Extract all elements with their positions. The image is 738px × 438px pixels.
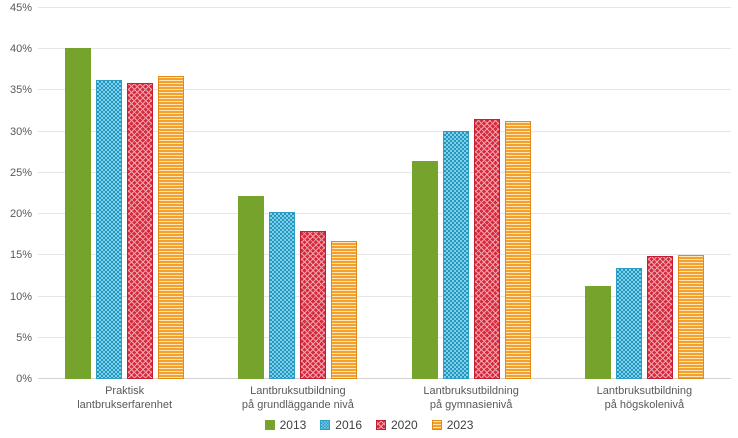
legend-label-2023: 2023 bbox=[446, 418, 474, 432]
gridline-45 bbox=[38, 7, 731, 8]
gridline-15 bbox=[38, 254, 731, 256]
x-axis-label-2: Lantbruksutbildning på gymnasienivå bbox=[423, 385, 519, 411]
bar-group-1 bbox=[211, 8, 384, 379]
bar-2023-group-0 bbox=[158, 75, 185, 379]
legend-item-2013: 2013 bbox=[264, 418, 307, 432]
bar-group-2 bbox=[385, 8, 558, 379]
legend-marker-2020 bbox=[376, 420, 386, 430]
bar-2023-group-3 bbox=[677, 254, 704, 379]
x-axis-label-1: Lantbruksutbildning på grundläggande niv… bbox=[241, 385, 354, 411]
bar-2020-group-0 bbox=[127, 83, 154, 379]
bar-2020-group-2 bbox=[473, 119, 500, 379]
y-axis: 0% 5% 10% 15% 20% 25% 30% 35% 40% 45% bbox=[0, 2, 38, 385]
y-tick-label-25: 25% bbox=[9, 166, 32, 179]
plot-area bbox=[38, 7, 731, 379]
gridline-30 bbox=[38, 130, 731, 132]
bar-group-0 bbox=[38, 8, 211, 379]
gridline-25 bbox=[38, 171, 731, 173]
y-tick-label-40: 40% bbox=[9, 43, 32, 56]
gridline-10 bbox=[38, 295, 731, 297]
legend-marker-2016 bbox=[320, 420, 331, 430]
x-axis-labels: Praktisk lantbrukserfarenhet Lantbruksutb… bbox=[38, 384, 731, 412]
bar-2013-group-2 bbox=[411, 160, 438, 379]
gridline-40 bbox=[38, 48, 731, 50]
bar-2016-group-1 bbox=[269, 212, 296, 379]
bar-2013-group-3 bbox=[584, 285, 611, 379]
gridlines bbox=[38, 7, 731, 379]
legend-item-2020: 2020 bbox=[376, 418, 418, 432]
bar-2023-group-1 bbox=[331, 240, 358, 379]
bar-2013-group-1 bbox=[238, 195, 265, 379]
bar-2023-group-2 bbox=[504, 120, 531, 379]
legend: 2013 2016 2020 2023 bbox=[0, 418, 738, 432]
gridline-0 bbox=[38, 378, 731, 379]
x-axis-label-0: Praktisk lantbrukserfarenhet bbox=[77, 385, 173, 411]
bar-2020-group-1 bbox=[300, 231, 327, 379]
legend-label-2016: 2016 bbox=[335, 418, 362, 432]
gridline-20 bbox=[38, 213, 731, 215]
bar-2016-group-2 bbox=[442, 130, 469, 379]
bar-groups bbox=[38, 8, 731, 379]
y-tick-label-10: 10% bbox=[9, 290, 32, 303]
y-tick-label-15: 15% bbox=[9, 249, 32, 262]
bar-2020-group-3 bbox=[646, 256, 673, 379]
plot-wrap bbox=[38, 7, 731, 379]
bar-group-3 bbox=[558, 8, 731, 379]
y-tick-label-20: 20% bbox=[9, 208, 32, 221]
bar-2016-group-0 bbox=[96, 79, 123, 379]
legend-label-2020: 2020 bbox=[391, 418, 418, 432]
legend-item-2023: 2023 bbox=[431, 418, 474, 432]
bar-2013-group-0 bbox=[65, 47, 92, 379]
legend-item-2016: 2016 bbox=[320, 418, 362, 432]
y-tick-label-0: 0% bbox=[16, 373, 32, 385]
bar-2016-group-3 bbox=[615, 267, 642, 379]
gridline-35 bbox=[38, 89, 731, 91]
y-tick-label-35: 35% bbox=[9, 84, 32, 97]
y-tick-label-5: 5% bbox=[16, 331, 32, 344]
chart-row: 0% 5% 10% 15% 20% 25% 30% 35% 40% 45% bbox=[0, 2, 738, 385]
y-tick-label-30: 30% bbox=[9, 125, 32, 138]
legend-marker-2013 bbox=[264, 420, 275, 430]
legend-marker-2023 bbox=[431, 420, 442, 430]
gridline-5 bbox=[38, 336, 731, 338]
y-tick-label-45: 45% bbox=[9, 2, 32, 14]
x-axis-label-3: Lantbruksutbildning på högskolenivå bbox=[596, 385, 693, 411]
legend-label-2013: 2013 bbox=[279, 418, 307, 432]
